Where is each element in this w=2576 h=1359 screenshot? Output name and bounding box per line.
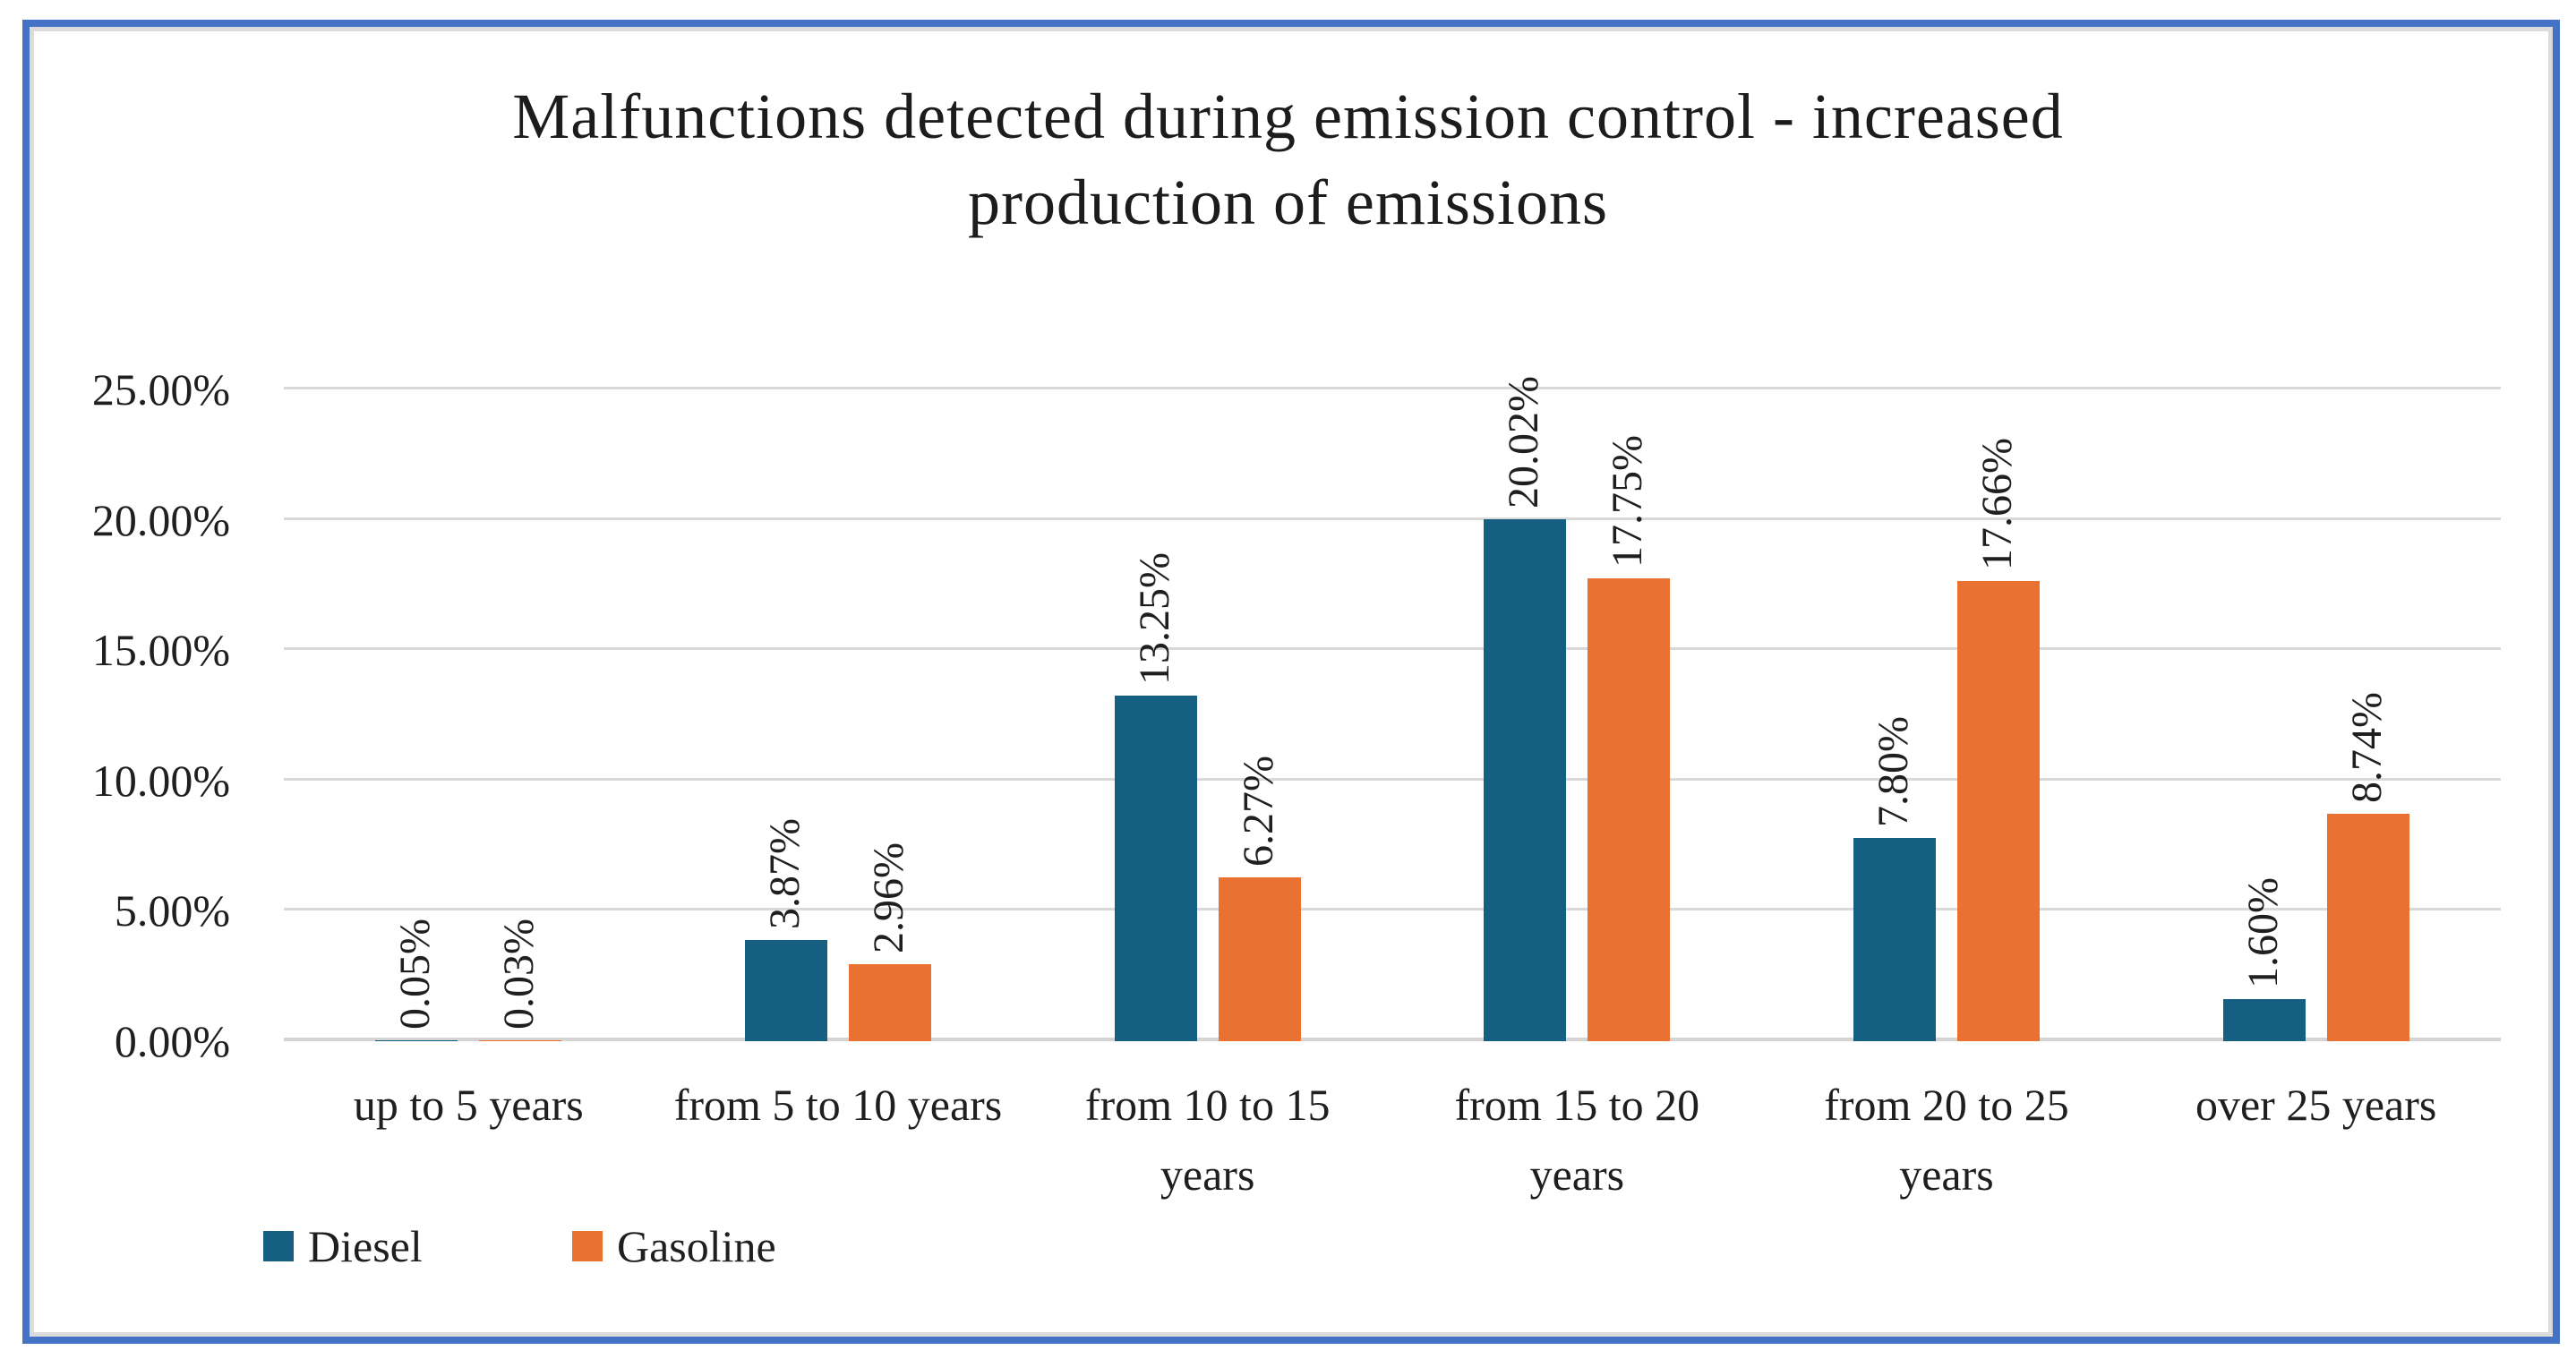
inner-gray-border	[30, 27, 2553, 1337]
data-label: 20.02%	[1500, 376, 1548, 509]
x-axis-category-label: from 10 to 15 years	[1084, 1080, 1331, 1200]
diesel-bar	[745, 940, 827, 1041]
gridline	[284, 647, 2501, 651]
data-label: 0.05%	[391, 918, 440, 1030]
x-axis-category-label: up to 5 years	[353, 1080, 584, 1130]
gasoline-bar	[1957, 580, 2040, 1041]
data-label: 17.66%	[1973, 437, 2021, 570]
x-axis-category-label: over 25 years	[2195, 1080, 2437, 1130]
diesel-bar	[1114, 696, 1197, 1041]
data-label: 3.87%	[761, 818, 809, 930]
y-axis-tick-label: 25.00%	[91, 364, 230, 415]
data-label: 7.80%	[1870, 715, 1917, 827]
legend-item-diesel: Diesel	[263, 1210, 423, 1282]
chart-title-line-2: production of emissions	[968, 167, 1608, 238]
data-label: 17.75%	[1604, 435, 1652, 568]
gasoline-bar	[1218, 877, 1301, 1041]
gridline	[284, 777, 2501, 781]
y-axis-tick-label: 20.00%	[91, 494, 230, 545]
legend-label-gasoline: Gasoline	[617, 1221, 776, 1271]
diesel-bar	[2222, 999, 2306, 1041]
x-axis-category-label: from 20 to 25 years	[1824, 1080, 2069, 1200]
diesel-bar	[1853, 837, 1936, 1041]
x-axis-line	[284, 1038, 2501, 1041]
y-axis-tick-label: 0.00%	[114, 1016, 230, 1066]
chart-title-line-1: Malfunctions detected during emission co…	[512, 81, 2064, 152]
legend: Diesel Gasoline	[0, 1210, 2576, 1291]
y-axis-tick-label: 5.00%	[114, 885, 230, 936]
legend-item-gasoline: Gasoline	[572, 1210, 776, 1282]
chart-title: Malfunctions detected during emission co…	[0, 73, 2576, 245]
legend-label-diesel: Diesel	[308, 1221, 423, 1271]
diesel-bar	[375, 1039, 458, 1041]
y-axis-tick-label: 10.00%	[91, 755, 230, 806]
diesel-bar	[1484, 519, 1567, 1041]
gridline	[284, 387, 2501, 389]
y-axis-tick-label: 15.00%	[91, 625, 230, 676]
gridline	[284, 517, 2501, 520]
data-label: 2.96%	[865, 842, 912, 953]
outer-blue-frame	[22, 20, 2560, 1344]
x-axis-category-label: from 5 to 10 years	[673, 1080, 1003, 1130]
x-axis-category-label: from 15 to 20 years	[1454, 1080, 1700, 1200]
plot-area: 0.00% 5.00% 10.00% 15.00% 20.00% 25.00% up to …	[92, 364, 2501, 1200]
legend-swatch-gasoline	[572, 1231, 603, 1261]
data-label: 1.60%	[2238, 877, 2287, 989]
legend-swatch-diesel	[263, 1231, 294, 1261]
gasoline-bar	[849, 963, 931, 1041]
gasoline-bar	[2326, 813, 2409, 1041]
gasoline-bar	[479, 1040, 562, 1041]
data-label: 8.74%	[2342, 691, 2391, 803]
data-label: 13.25%	[1130, 552, 1178, 686]
gridline	[284, 908, 2501, 911]
data-label: 0.03%	[495, 919, 543, 1030]
gasoline-bar	[1588, 578, 1671, 1041]
data-label: 6.27%	[1234, 756, 1282, 868]
